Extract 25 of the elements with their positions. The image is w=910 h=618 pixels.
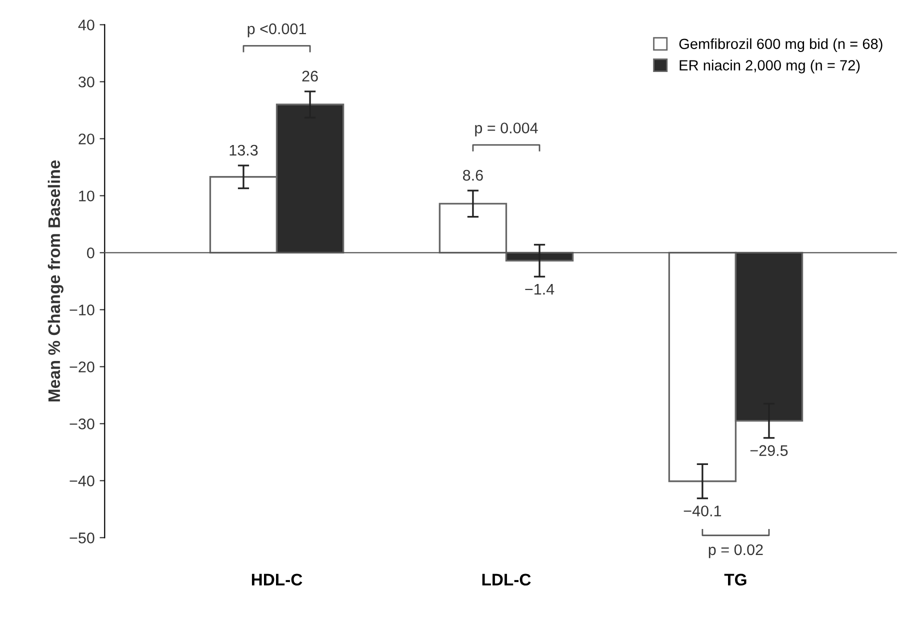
data-label: −29.5 <box>750 445 788 456</box>
y-tick-label: −30 <box>70 418 94 430</box>
y-tick-label: 0 <box>87 248 94 258</box>
y-tick-label: −10 <box>70 304 94 316</box>
data-label: −40.1 <box>684 506 722 516</box>
y-tick-label: 10 <box>79 190 94 202</box>
data-label: −1.4 <box>525 284 554 295</box>
y-tick-label: −20 <box>70 362 94 372</box>
y-tick-label: −50 <box>70 532 94 544</box>
y-tick-label: 40 <box>78 20 94 30</box>
legend-label: Gemfibrozil 600 mg bid (n = 68) <box>679 38 882 52</box>
data-label: 13.3 <box>230 144 258 156</box>
x-tick-label: TG <box>724 574 746 586</box>
data-label: 26 <box>302 70 318 82</box>
y-tick-label: −40 <box>70 476 94 486</box>
annotation: p <0.001 <box>248 23 306 38</box>
y-axis-title: Mean % Change from Baseline <box>48 160 64 402</box>
legend-label: ER niacin 2,000 mg (n = 72) <box>680 60 860 74</box>
text: p = 0.02 <box>708 544 763 558</box>
annotation: p = 0.004 <box>475 122 538 136</box>
x-tick-label: LDL-C <box>482 574 531 586</box>
x-tick-label: HDL-C <box>252 574 302 586</box>
y-tick-label: 30 <box>78 76 94 88</box>
data-label: 8.6 <box>463 170 483 181</box>
y-tick-label: 20 <box>78 134 94 144</box>
